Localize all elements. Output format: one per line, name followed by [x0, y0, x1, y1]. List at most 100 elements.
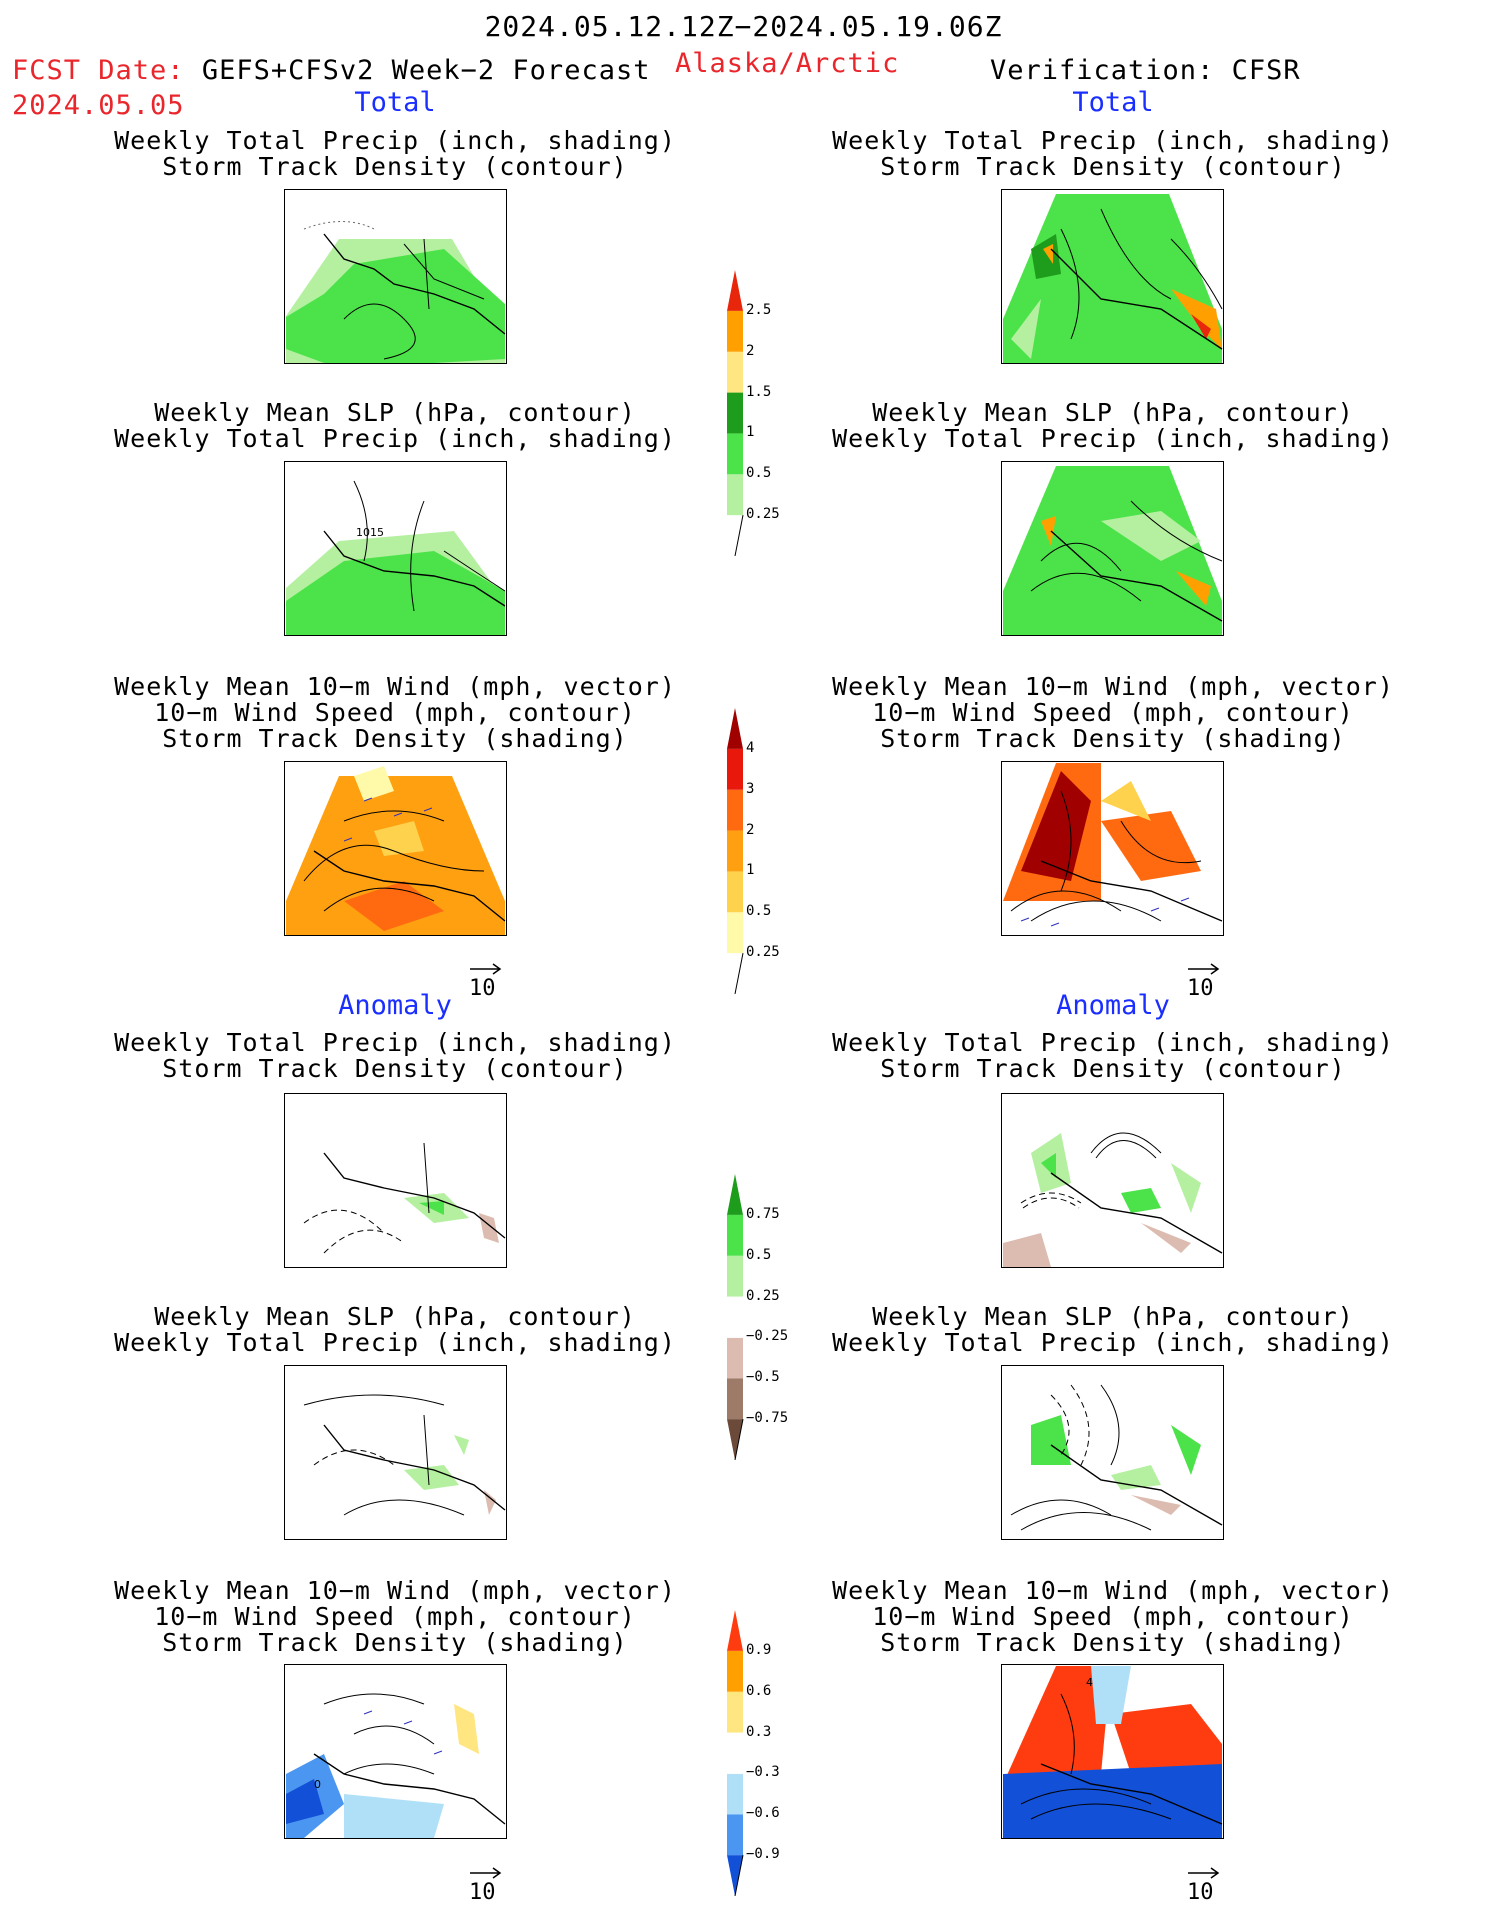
title-total-slp-right: Weekly Mean SLP (hPa, contour) Weekly To…	[753, 400, 1473, 452]
date-range-title: 2024.05.12.12Z−2024.05.19.06Z	[484, 10, 1003, 43]
colorbar-swatches	[726, 708, 744, 994]
map-total-slp-verification	[1001, 461, 1224, 636]
fcst-date: 2024.05.05	[12, 90, 185, 121]
fcst-date-line: FCST Date: GEFS+CFSv2 Week−2 Forecast	[12, 55, 650, 86]
colorbar-segment	[727, 270, 743, 311]
map-total-wind-forecast	[284, 761, 507, 936]
vector-ref-total-left: 10	[466, 962, 516, 1002]
title-line: Storm Track Density (contour)	[162, 1054, 628, 1083]
title-line: Weekly Mean SLP (hPa, contour)	[872, 1302, 1354, 1331]
colorbar-segment	[727, 1691, 743, 1733]
colorbar-tick-label: 0.75	[746, 1205, 780, 1222]
title-anom-wind-left: Weekly Mean 10−m Wind (mph, vector) 10−m…	[35, 1578, 755, 1656]
colorbar-segment	[727, 830, 743, 872]
title-anom-wind-right: Weekly Mean 10−m Wind (mph, vector) 10−m…	[753, 1578, 1473, 1656]
colorbar-segment	[727, 871, 743, 913]
arrow-right-icon	[470, 1867, 502, 1879]
colorbar-segment	[726, 1296, 744, 1338]
colorbar-edge	[734, 953, 744, 994]
title-line: 10−m Wind Speed (mph, contour)	[154, 1602, 636, 1631]
vector-ref-label: 10	[1187, 976, 1214, 1001]
map-anom-wind-verification: 4	[1001, 1664, 1224, 1839]
title-total-precip-left: Weekly Total Precip (inch, shading) Stor…	[35, 128, 755, 180]
colorbar-tick-label: 0.5	[746, 903, 772, 920]
colorbar-segment	[726, 514, 744, 556]
title-line: Storm Track Density (contour)	[162, 152, 628, 181]
colorbar-tick-label: 1	[746, 424, 755, 441]
colorbar-segment	[727, 1650, 743, 1692]
colorbar-segment	[727, 912, 743, 954]
colorbar-tick-label: −0.6	[746, 1805, 780, 1822]
wind-anom-verif-contour-label: 4	[1086, 1676, 1093, 1689]
title-line: Storm Track Density (shading)	[162, 1628, 628, 1657]
title-line: Weekly Total Precip (inch, shading)	[114, 424, 676, 453]
region-label: Alaska/Arctic	[675, 48, 900, 79]
title-total-precip-right: Weekly Total Precip (inch, shading) Stor…	[753, 128, 1473, 180]
colorbar-tick-label: −0.5	[746, 1369, 780, 1386]
title-anom-precip-right: Weekly Total Precip (inch, shading) Stor…	[753, 1030, 1473, 1082]
colorbar-tick-label: 0.25	[746, 944, 780, 961]
colorbar-segment	[727, 1419, 743, 1460]
colorbar-edge	[734, 1855, 744, 1896]
arrow-right-icon	[1188, 963, 1220, 975]
title-total-wind-left: Weekly Mean 10−m Wind (mph, vector) 10−m…	[35, 674, 755, 752]
title-line: Storm Track Density (contour)	[880, 1054, 1346, 1083]
colorbar-edge	[734, 515, 744, 556]
section-anomaly-left: Anomaly	[338, 990, 452, 1021]
title-line: Storm Track Density (shading)	[880, 1628, 1346, 1657]
colorbar-tick-label: 2.5	[746, 301, 772, 318]
fcst-model: GEFS+CFSv2 Week−2 Forecast	[201, 55, 651, 86]
colorbar-segment	[727, 748, 743, 790]
colorbar-tick-label: 2	[746, 821, 755, 838]
wind-anom-contour-label: 0	[314, 1778, 321, 1791]
colorbar-segment	[726, 1732, 744, 1774]
colorbar-swatches	[726, 1174, 744, 1460]
title-anom-slp-right: Weekly Mean SLP (hPa, contour) Weekly To…	[753, 1304, 1473, 1356]
colorbar-segment	[727, 1214, 743, 1256]
colorbar-segment	[727, 1855, 743, 1896]
colorbar-precip-anom: 0.75 0.5 0.25 −0.25 −0.5 −0.75	[725, 1174, 815, 1460]
title-anom-precip-left: Weekly Total Precip (inch, shading) Stor…	[35, 1030, 755, 1082]
colorbar-tick-label: 0.5	[746, 1246, 772, 1263]
colorbar-tick-label: 0.9	[746, 1641, 772, 1658]
map-anom-slp-verification	[1001, 1365, 1224, 1540]
map-total-precip-forecast	[284, 189, 507, 364]
title-line: 10−m Wind Speed (mph, contour)	[872, 698, 1354, 727]
section-total-right: Total	[1072, 87, 1154, 118]
colorbar-segment	[727, 474, 743, 516]
title-line: Weekly Total Precip (inch, shading)	[832, 126, 1394, 155]
title-line: Storm Track Density (shading)	[880, 724, 1346, 753]
vector-ref-label: 10	[469, 1880, 496, 1905]
colorbar-precip-total: 2.5 2 1.5 1 0.5 0.25	[725, 270, 815, 556]
vector-ref-label: 10	[1187, 1880, 1214, 1905]
colorbar-tick-label: 0.3	[746, 1723, 772, 1740]
colorbar-segment	[727, 1255, 743, 1297]
map-anom-precip-forecast	[284, 1093, 507, 1268]
colorbar-swatches	[726, 270, 744, 556]
arrow-right-icon	[470, 963, 502, 975]
title-line: Weekly Total Precip (inch, shading)	[114, 126, 676, 155]
title-line: Weekly Total Precip (inch, shading)	[114, 1028, 676, 1057]
vector-ref-total-right: 10	[1184, 962, 1234, 1002]
colorbar-tick-label: 2	[746, 342, 755, 359]
map-anom-precip-verification	[1001, 1093, 1224, 1268]
title-line: Storm Track Density (contour)	[880, 152, 1346, 181]
colorbar-tick-label: 1.5	[746, 383, 772, 400]
colorbar-segment	[727, 310, 743, 352]
colorbar-segment	[727, 1814, 743, 1856]
colorbar-segment	[727, 1773, 743, 1815]
colorbar-segment	[727, 351, 743, 393]
colorbar-edge	[734, 1419, 744, 1460]
vector-ref-anom-left: 10	[466, 1866, 516, 1906]
map-total-slp-forecast: 1015	[284, 461, 507, 636]
colorbar-tick-label: 4	[746, 739, 755, 756]
colorbar-segment	[726, 952, 744, 994]
colorbar-swatches	[726, 1610, 744, 1896]
colorbar-tick-label: 0.25	[746, 506, 780, 523]
colorbar-segment	[727, 1378, 743, 1420]
colorbar-segment	[727, 433, 743, 475]
colorbar-segment	[727, 1610, 743, 1651]
title-total-wind-right: Weekly Mean 10−m Wind (mph, vector) 10−m…	[753, 674, 1473, 752]
colorbar-segment	[727, 789, 743, 831]
map-total-wind-verification	[1001, 761, 1224, 936]
